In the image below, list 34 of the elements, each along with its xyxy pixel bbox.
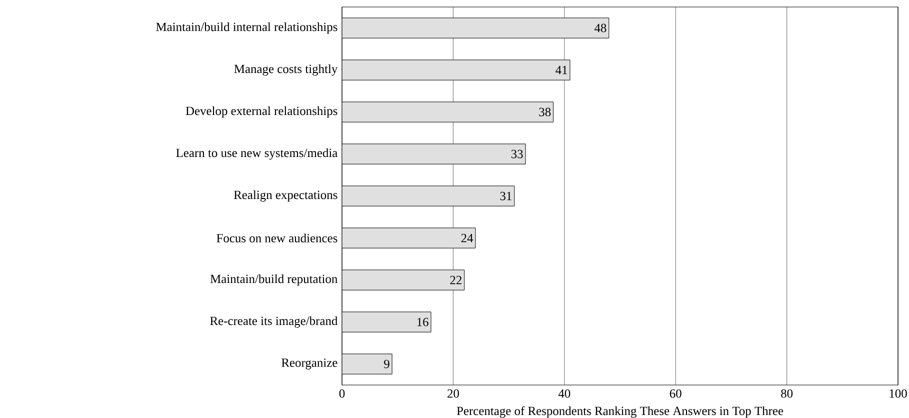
y-tick-label: Focus on new audiences (216, 234, 338, 242)
data-label: 24 (461, 234, 474, 242)
x-tick-label: 100 (890, 389, 907, 398)
bar (342, 312, 432, 332)
y-tick-label: Manage costs tightly (234, 64, 338, 76)
y-tick-label: Realign expectations (234, 190, 338, 202)
data-label: 38 (539, 108, 551, 116)
data-label: 31 (500, 192, 512, 200)
y-tick-label: Maintain/build reputation (210, 274, 338, 286)
bar (342, 354, 392, 374)
bar (342, 102, 554, 122)
y-tick-label: Maintain/build internal relationships (156, 22, 338, 34)
bar (342, 18, 610, 38)
data-label: 9 (384, 360, 390, 368)
x-tick-label: 80 (781, 389, 793, 398)
data-label: 16 (417, 318, 428, 326)
data-label: 41 (556, 66, 568, 74)
x-tick-label: 40 (558, 389, 570, 398)
data-label: 33 (511, 150, 523, 158)
y-tick-label: Learn to use new systems/media (176, 148, 338, 160)
bar (342, 270, 465, 290)
y-tick-label: Re-create its image/brand (210, 316, 338, 328)
data-label: 22 (450, 276, 462, 284)
y-tick-label: Reorganize (282, 358, 338, 370)
x-tick-label: 0 (339, 389, 345, 398)
x-tick-label: 20 (448, 389, 459, 398)
bar (342, 144, 526, 164)
x-axis-title: Percentage of Respondents Ranking These Answers in Top Three (456, 406, 784, 418)
data-label: 48 (594, 24, 606, 32)
x-tick-label: 60 (670, 389, 682, 398)
bar (342, 228, 476, 248)
y-tick-label: Develop external relationships (186, 106, 338, 118)
bar (342, 60, 570, 80)
bar (342, 186, 515, 206)
